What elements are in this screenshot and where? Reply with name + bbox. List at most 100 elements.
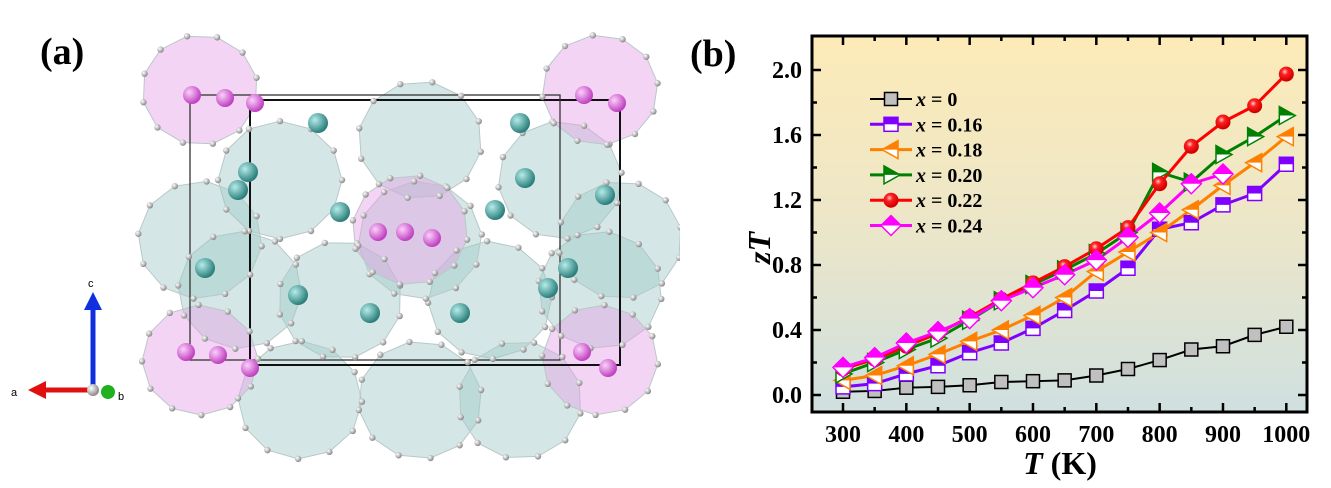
framework-atom xyxy=(452,284,460,292)
x-tick-label: 500 xyxy=(952,422,988,448)
legend-label-var: x xyxy=(915,216,926,238)
data-point-sphere xyxy=(1152,176,1168,192)
framework-atom xyxy=(434,328,442,336)
data-point-diamond xyxy=(1211,162,1235,186)
series-markers-2 xyxy=(832,126,1295,391)
framework-atom xyxy=(621,406,629,413)
guest-atom-teal xyxy=(485,200,505,220)
guest-atom-pink xyxy=(599,359,617,377)
framework-atom xyxy=(530,339,538,346)
x-tick-label: 400 xyxy=(888,422,924,448)
framework-atom xyxy=(562,437,569,444)
framework-atom xyxy=(618,169,625,176)
data-point-half-square xyxy=(1215,197,1231,213)
legend-entry: x = 0.18 xyxy=(870,139,982,162)
y-tick-label: 0.8 xyxy=(772,253,802,279)
guest-atom-pink xyxy=(209,346,227,364)
data-point-left-triangle xyxy=(1180,199,1200,221)
data-point-square xyxy=(1184,342,1199,357)
data-point-square xyxy=(1025,373,1041,389)
framework-atom xyxy=(390,290,398,297)
framework-atom xyxy=(379,339,387,346)
guest-atom-pink xyxy=(183,86,201,104)
framework-atom xyxy=(495,184,502,191)
framework-atom xyxy=(375,180,383,188)
guest-atom-pink xyxy=(575,86,593,104)
framework-atom xyxy=(650,108,657,115)
framework-atom xyxy=(267,344,274,352)
series-markers-5 xyxy=(831,162,1235,379)
guest-atom-teal xyxy=(228,180,248,200)
framework-atom xyxy=(276,311,284,318)
framework-atom xyxy=(253,212,260,220)
framework-atom xyxy=(319,353,327,360)
series-line-4 xyxy=(842,73,1288,371)
framework-atom xyxy=(358,155,365,162)
legend: x = 0x = 0.16x = 0.18x = 0.20x = 0.22x =… xyxy=(870,89,982,238)
framework-atom xyxy=(140,99,147,106)
data-point-left-triangle xyxy=(880,139,899,160)
framework-atom xyxy=(224,308,232,315)
series-markers-4 xyxy=(835,66,1294,377)
framework-atom xyxy=(601,301,608,309)
framework-atom xyxy=(209,140,217,147)
framework-atom xyxy=(226,403,234,411)
guest-atom-pink xyxy=(369,223,387,241)
framework-atom xyxy=(293,254,301,261)
framework-atom xyxy=(456,442,463,449)
framework-atom xyxy=(223,206,230,213)
framework-atom xyxy=(645,323,652,331)
framework-atom xyxy=(520,346,527,353)
framework-atom xyxy=(574,137,581,144)
guest-atom-teal xyxy=(308,113,328,133)
framework-atom xyxy=(338,176,346,184)
framework-atom xyxy=(559,353,566,361)
c-axis-label: c xyxy=(88,278,94,290)
framework-atom xyxy=(380,188,388,196)
y-tick-label: 1.6 xyxy=(772,123,802,149)
framework-atom xyxy=(349,217,357,224)
a-axis-arrowhead xyxy=(28,381,46,399)
framework-atom xyxy=(258,243,265,250)
guest-atom-teal xyxy=(515,168,535,188)
framework-atom xyxy=(422,295,430,302)
framework-atom xyxy=(352,245,359,252)
crystal-axes-indicator: c a b xyxy=(11,278,124,403)
data-point-half-square xyxy=(883,116,899,133)
framework-atom xyxy=(185,253,193,260)
framework-atom xyxy=(677,224,680,231)
x-tick-label: 800 xyxy=(1142,422,1178,448)
data-point-diamond xyxy=(1085,249,1108,272)
framework-atom xyxy=(236,127,243,134)
framework-atom xyxy=(654,265,661,272)
framework-atom xyxy=(644,387,652,395)
data-point-right-triangle xyxy=(1151,162,1171,183)
data-point-half-square xyxy=(898,366,915,382)
data-point-half-square xyxy=(1120,260,1136,276)
framework-atom xyxy=(242,424,249,432)
framework-atom xyxy=(426,278,433,286)
series-line-5 xyxy=(842,172,1224,369)
framework-atom xyxy=(246,328,253,335)
data-point-half-square xyxy=(1025,320,1041,337)
framework-atom xyxy=(416,172,424,179)
framework-atom xyxy=(355,406,363,414)
framework-atom xyxy=(539,308,546,315)
y-axis-title: zT xyxy=(741,231,777,265)
legend-entry: x = 0.22 xyxy=(870,190,982,212)
legend-label: x = 0.20 xyxy=(915,165,982,187)
framework-atom xyxy=(329,346,336,354)
framework-atom xyxy=(489,355,497,363)
framework-atom xyxy=(427,454,434,462)
data-point-right-triangle xyxy=(993,290,1012,312)
framework-atom xyxy=(239,49,246,56)
framework-atom xyxy=(498,340,506,347)
framework-atom xyxy=(246,271,254,278)
legend-label: x = 0.16 xyxy=(915,114,982,136)
framework-atom xyxy=(404,194,411,201)
framework-atom xyxy=(190,295,197,302)
data-point-sphere xyxy=(1278,66,1294,82)
data-point-square xyxy=(899,380,914,395)
data-point-diamond xyxy=(879,214,903,237)
